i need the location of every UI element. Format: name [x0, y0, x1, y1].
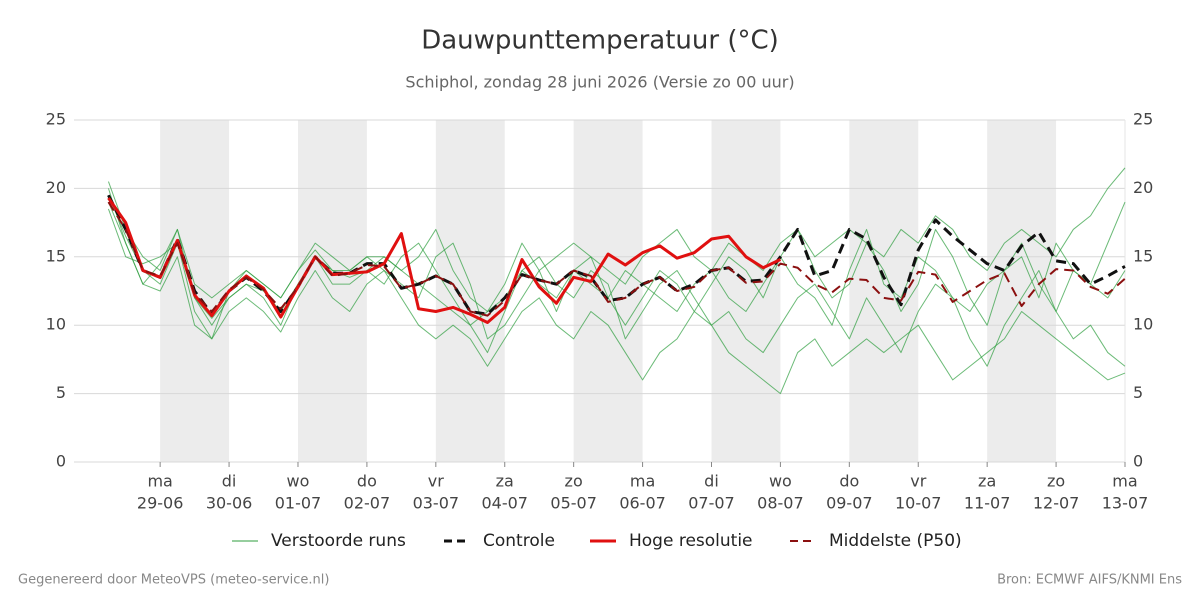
y2-tick-label: 15 — [1133, 246, 1153, 265]
x-tick-date: 03-07 — [413, 494, 460, 513]
y2-tick-label: 10 — [1133, 315, 1153, 334]
series-line — [107, 197, 782, 324]
y-tick-label: 15 — [46, 246, 66, 265]
legend-label: Verstoorde runs — [271, 531, 406, 551]
legend-label: Hoge resolutie — [629, 531, 753, 551]
x-tick-date: 02-07 — [344, 494, 391, 513]
x-tick-date: 10-07 — [895, 494, 942, 513]
x-tick-label: wo — [287, 472, 310, 491]
ensemble-line — [107, 201, 1126, 395]
x-tick-date: 29-06 — [137, 494, 184, 513]
legend-label: Middelste (P50) — [829, 531, 962, 551]
x-tick-date: 12-07 — [1033, 494, 1080, 513]
x-tick-date: 06-07 — [619, 494, 666, 513]
x-tick-label: wo — [769, 472, 792, 491]
x-tick-date: 30-06 — [206, 494, 253, 513]
y2-tick-label: 25 — [1133, 110, 1153, 129]
x-tick-label: za — [496, 472, 514, 491]
day-band — [297, 120, 367, 462]
x-tick-label: ma — [630, 472, 655, 491]
x-tick-label: do — [357, 472, 377, 491]
x-tick-label: ma — [147, 472, 172, 491]
y-tick-label: 5 — [56, 383, 66, 402]
day-band — [987, 120, 1057, 462]
footer-left: Gegenereerd door MeteoVPS (meteo-service… — [18, 573, 329, 588]
x-tick-date: 05-07 — [550, 494, 597, 513]
x-tick-date: 04-07 — [481, 494, 528, 513]
ensemble-line — [107, 167, 1126, 313]
x-tick-label: do — [839, 472, 859, 491]
chart-title: Dauwpunttemperatuur (°C) — [421, 26, 779, 56]
x-tick-date: 13-07 — [1102, 494, 1149, 513]
day-band — [711, 120, 781, 462]
x-tick-label: zo — [1047, 472, 1065, 491]
x-tick-label: za — [978, 472, 996, 491]
y2-tick-label: 5 — [1133, 383, 1143, 402]
x-tick-date: 09-07 — [826, 494, 873, 513]
x-tick-label: di — [222, 472, 237, 491]
y2-tick-label: 20 — [1133, 178, 1153, 197]
x-tick-date: 11-07 — [964, 494, 1011, 513]
x-tick-label: di — [704, 472, 719, 491]
x-tick-label: vr — [428, 472, 444, 491]
y-tick-label: 10 — [46, 315, 66, 334]
series-line — [107, 201, 1126, 317]
footer-right: Bron: ECMWF AIFS/KNMI Ens — [997, 573, 1182, 588]
y-tick-label: 25 — [46, 110, 66, 129]
day-band — [849, 120, 919, 462]
legend-label: Controle — [483, 531, 555, 551]
chart-subtitle: Schiphol, zondag 28 juni 2026 (Versie zo… — [405, 73, 794, 92]
x-tick-label: vr — [910, 472, 926, 491]
y2-tick-label: 0 — [1133, 452, 1143, 471]
x-tick-date: 07-07 — [688, 494, 735, 513]
x-tick-date: 01-07 — [275, 494, 322, 513]
y-tick-label: 0 — [56, 452, 66, 471]
x-tick-label: zo — [565, 472, 583, 491]
day-band — [573, 120, 643, 462]
x-tick-date: 08-07 — [757, 494, 804, 513]
day-band — [435, 120, 505, 462]
y-tick-label: 20 — [46, 178, 66, 197]
x-tick-label: ma — [1112, 472, 1137, 491]
